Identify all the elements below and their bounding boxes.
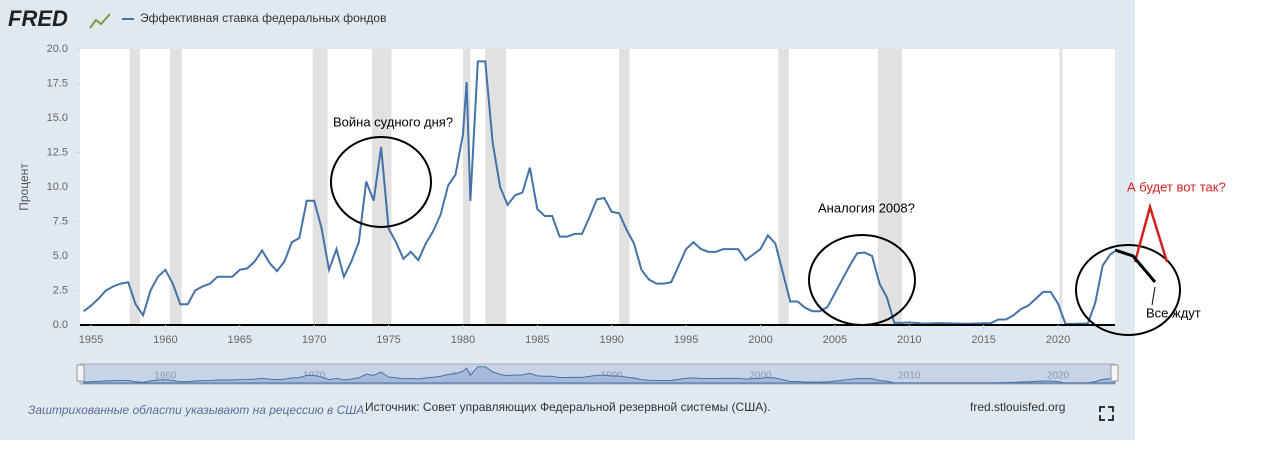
navigator-tick-label: 2000	[749, 371, 772, 382]
navigator-tick-label: 2010	[898, 371, 921, 382]
arrow-annotation	[1133, 202, 1169, 263]
source: Источник: Совет управляющих Федеральной …	[365, 400, 771, 414]
x-tick-label: 1990	[599, 334, 623, 346]
navigator-tick-label: 1960	[154, 371, 177, 382]
y-axis-label: Процент	[17, 163, 31, 211]
circle-annotation	[1075, 244, 1181, 336]
plot	[82, 60, 1116, 325]
logo-icon	[89, 13, 111, 29]
x-tick-label: 2010	[897, 334, 921, 346]
y-tick-label: 10.0	[47, 181, 68, 193]
logo: FRED	[8, 6, 68, 31]
plot-area	[80, 49, 1115, 325]
x-tick-label: 2020	[1046, 334, 1070, 346]
x-tick-label: 1960	[153, 334, 177, 346]
x-tick-label: 1995	[674, 334, 698, 346]
recession-band	[778, 49, 789, 325]
circle-annotation	[808, 234, 916, 326]
x-tick-label: 1955	[79, 334, 103, 346]
y-tick-label: 2.5	[53, 284, 68, 296]
data-line	[82, 60, 1116, 325]
recession-band	[129, 49, 141, 325]
y-tick-label: 17.5	[47, 77, 68, 89]
recession-band	[619, 49, 630, 325]
x-tick-label: 1970	[302, 334, 326, 346]
navigator-handle[interactable]	[1110, 364, 1119, 382]
annotation: Аналогия 2008?	[818, 200, 915, 215]
y-tick-label: 0.0	[53, 319, 68, 331]
recession-band	[1059, 49, 1063, 325]
x-tick-label: 1980	[451, 334, 475, 346]
navigator-tick-label: 2020	[1047, 371, 1070, 382]
x-tick-label: 1985	[525, 334, 549, 346]
x-tick-label: 2015	[971, 334, 995, 346]
y-tick-label: 7.5	[53, 215, 68, 227]
recession-band	[169, 49, 182, 325]
y-tick-label: 5.0	[53, 250, 68, 262]
navigator-series: 1960197019801990200020102020	[83, 366, 1116, 384]
recession-band	[462, 49, 471, 325]
pointer	[1151, 286, 1156, 306]
x-tick-label: 1975	[376, 334, 400, 346]
site-link[interactable]: fred.stlouisfed.org	[970, 400, 1065, 414]
drawn-forecast	[1114, 248, 1157, 283]
y-tick-label: 15.0	[47, 112, 68, 124]
navigator-line	[83, 366, 1116, 384]
x-tick-label: 2005	[823, 334, 847, 346]
recession-band	[372, 49, 392, 325]
recession-band	[312, 49, 328, 325]
x-tick-label: 2000	[748, 334, 772, 346]
legend-label: Эффективная ставка федеральных фондов	[140, 11, 386, 25]
fullscreen-button[interactable]	[1099, 406, 1114, 421]
footnote: Заштрихованные области указывают на реце…	[28, 403, 368, 417]
annotation: А будет вот так?	[1127, 179, 1226, 194]
x-tick-label: 1965	[228, 334, 252, 346]
recession-band	[878, 49, 902, 325]
circle-annotation	[330, 136, 432, 228]
annotation: Война судного дня?	[333, 114, 453, 129]
navigator-handle[interactable]	[76, 364, 85, 382]
annotation: Все ждут	[1146, 305, 1201, 320]
y-tick-label: 12.5	[47, 146, 68, 158]
y-tick-label: 20.0	[47, 43, 68, 55]
